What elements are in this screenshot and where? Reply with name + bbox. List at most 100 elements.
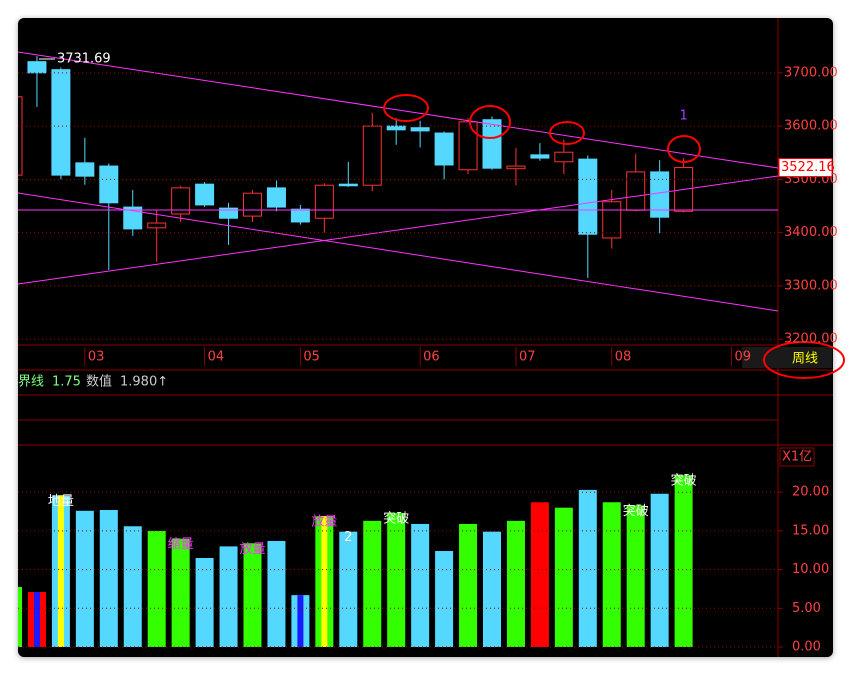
candle-body [195, 183, 215, 206]
volume-bar [674, 475, 693, 647]
candle-body [171, 187, 191, 215]
volume-bar [363, 520, 382, 647]
candle-body [314, 184, 334, 219]
volume-bar [267, 540, 286, 647]
y-tick-label: 3600.00 [784, 119, 838, 134]
volume-bar [18, 587, 22, 647]
y-tick-label: 15.00 [792, 523, 829, 538]
x-tick-label: 08 [615, 350, 632, 365]
y-tick-label: 3300.00 [784, 278, 838, 293]
trend-lines [18, 51, 778, 312]
volume-bar [243, 543, 262, 647]
current-price-label: 3522.16 [781, 160, 835, 175]
x-tick-label: 04 [208, 350, 225, 365]
volume-bar [578, 489, 597, 647]
marker: 1 [679, 109, 687, 124]
volume-stripe [297, 595, 304, 647]
indicator-value: 1.980↑ [120, 375, 168, 390]
candle-body [27, 61, 47, 74]
candle-body [362, 125, 382, 186]
volume-bar [626, 505, 645, 647]
indicator-name: 数值 [86, 374, 112, 390]
volume-annotation: 突破 [671, 473, 697, 489]
volume-bar [554, 507, 573, 647]
volume-bar [530, 502, 549, 647]
candle-body [75, 162, 95, 177]
max-label: 3731.69 [57, 51, 111, 66]
volume-bar [483, 531, 501, 647]
candle-body [18, 96, 23, 176]
candle-body [482, 119, 502, 169]
volume-bar [147, 530, 166, 647]
candle-body [219, 207, 239, 219]
candle-body [123, 206, 143, 230]
candle-body [602, 201, 622, 239]
volume-bar [219, 546, 238, 647]
volume-annotation: 2 [344, 530, 352, 545]
candle-body [554, 151, 574, 163]
volume-bar [339, 531, 358, 647]
y-tick-label: 3200.00 [784, 332, 838, 347]
highlight-circles [383, 94, 701, 163]
candle-body [386, 125, 406, 131]
frame [18, 18, 833, 657]
volume-bar [411, 523, 430, 647]
y-tick-label: 3400.00 [784, 225, 838, 240]
y-tick-label: 3700.00 [784, 65, 838, 80]
unit-box [779, 447, 815, 467]
button-circle [763, 341, 845, 379]
candle-body [147, 222, 167, 229]
volume-bar [195, 557, 214, 647]
y-tick-label: 5.00 [792, 601, 821, 616]
indicator-value: 1.75 [52, 375, 81, 390]
volume-annotation: 突破 [383, 511, 409, 527]
x-tick-label: 07 [519, 350, 536, 365]
candle-body [51, 69, 71, 176]
volume-annotation: 地量 [48, 494, 74, 509]
candle-body [99, 165, 119, 204]
volume-annotation: 缩量 [168, 536, 194, 552]
volume-bar [459, 523, 478, 647]
y-tick-label: 0.00 [792, 640, 821, 655]
indicator-name: 界线 [18, 375, 44, 390]
volume-annotation: 放量 [311, 515, 337, 530]
volume-bar [602, 502, 621, 647]
candle-body [410, 127, 430, 132]
volume-stripe [33, 592, 40, 647]
volume-bar [171, 538, 190, 647]
candle-body [506, 165, 526, 170]
candle-body [530, 154, 550, 159]
candle-body [290, 208, 310, 223]
volume-bar [99, 510, 118, 647]
volume-bar [435, 551, 454, 647]
candle-body [243, 192, 262, 217]
button-bg[interactable] [742, 347, 832, 368]
x-tick-label: 06 [423, 350, 440, 365]
volume-bar [123, 526, 142, 647]
candle-body [338, 183, 358, 187]
volume-bar [506, 520, 525, 647]
volume-bar [75, 510, 94, 647]
candle-body [434, 132, 454, 166]
candle-body [266, 187, 286, 208]
x-tick-label: 05 [303, 350, 320, 365]
y-tick-label: 10.00 [792, 562, 829, 577]
volume-stripe [57, 495, 64, 647]
candle-body [578, 158, 598, 235]
volume-stripe [321, 516, 328, 647]
candle-body [458, 121, 478, 171]
volume-annotation: 突破 [623, 503, 649, 519]
x-tick-label: 03 [88, 350, 105, 365]
y-tick-label: 20.00 [792, 485, 829, 500]
volume-bar [387, 513, 406, 647]
plot [18, 55, 694, 647]
current-price-box [778, 158, 833, 178]
period-button[interactable]: 周线 [792, 352, 818, 367]
volume-bar [650, 493, 669, 647]
x-tick-label: 09 [735, 350, 752, 365]
unit-label: X1亿 [782, 450, 812, 465]
candle-body [626, 171, 646, 211]
volume-annotation: 放量 [239, 542, 265, 557]
